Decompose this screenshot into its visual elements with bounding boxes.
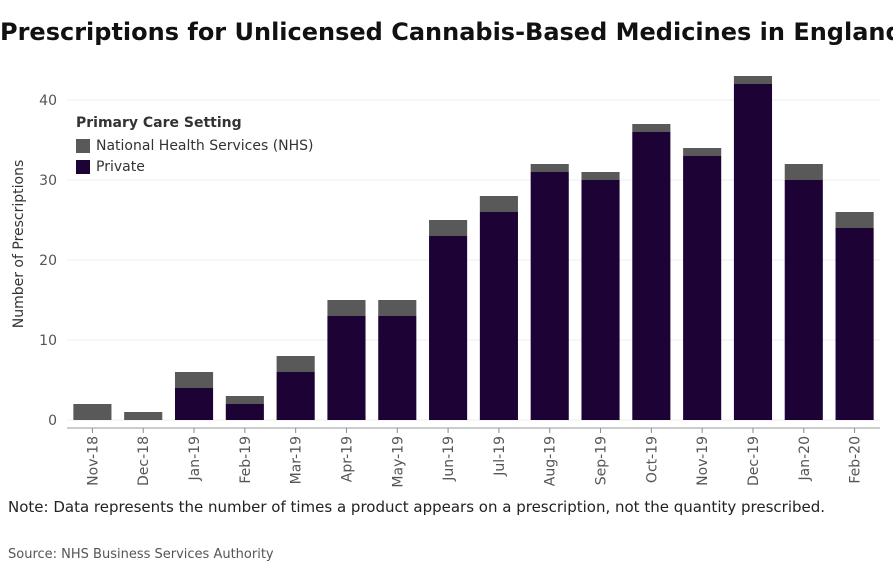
x-tick-label: Apr-19 (339, 436, 355, 482)
x-tick-label: Feb-19 (238, 436, 254, 484)
bar-nhs[interactable] (733, 76, 773, 84)
bar-nhs[interactable] (124, 412, 163, 420)
legend: Primary Care Setting National Health Ser… (76, 115, 314, 177)
bar-nhs[interactable] (581, 172, 620, 180)
bar-private[interactable] (632, 132, 671, 420)
x-tick-label: May-19 (390, 436, 406, 488)
x-tick-label: Jun-19 (441, 436, 457, 482)
x-tick-label: Sep-19 (594, 436, 610, 485)
legend-swatch-private (76, 159, 90, 174)
bar-nhs[interactable] (378, 300, 417, 316)
x-tick-label: Oct-19 (644, 436, 660, 483)
legend-label-private: Private (96, 158, 145, 175)
bar-nhs[interactable] (327, 300, 366, 316)
y-tick-label: 30 (39, 173, 57, 189)
x-tick-label: Aug-19 (543, 436, 559, 486)
bar-nhs[interactable] (632, 124, 671, 132)
bar-private[interactable] (378, 316, 417, 420)
x-tick-label: Nov-19 (695, 436, 711, 486)
x-tick-label: Dec-18 (136, 436, 152, 486)
y-tick-label: 10 (39, 333, 57, 349)
bar-private[interactable] (225, 404, 264, 420)
x-tick-label: Jan-19 (187, 436, 203, 481)
x-tick-label: Feb-20 (848, 436, 864, 484)
y-tick-label: 40 (39, 93, 57, 109)
x-tick-label: Jan-20 (797, 436, 813, 481)
legend-item-private[interactable]: Private (76, 156, 314, 177)
bar-nhs[interactable] (276, 356, 315, 372)
legend-label-nhs: National Health Services (NHS) (96, 137, 314, 154)
bar-nhs[interactable] (225, 396, 264, 404)
footnote: Note: Data represents the number of time… (8, 498, 826, 516)
y-tick-label: 0 (48, 413, 57, 429)
bar-nhs[interactable] (835, 212, 874, 228)
x-tick-label: Mar-19 (289, 436, 305, 484)
bar-private[interactable] (174, 388, 214, 420)
x-tick-label: Dec-19 (746, 436, 762, 486)
legend-swatch-nhs (76, 138, 90, 153)
bar-nhs[interactable] (530, 164, 569, 172)
bar-nhs[interactable] (73, 404, 112, 420)
bar-private[interactable] (683, 156, 722, 420)
y-axis-label: Number of Prescriptions (11, 160, 27, 329)
bar-private[interactable] (327, 316, 366, 420)
legend-item-nhs[interactable]: National Health Services (NHS) (76, 135, 314, 156)
bar-private[interactable] (276, 372, 315, 420)
bar-private[interactable] (530, 172, 569, 420)
bar-private[interactable] (784, 180, 823, 420)
bar-nhs[interactable] (784, 164, 823, 180)
bar-nhs[interactable] (429, 220, 468, 236)
bar-nhs[interactable] (174, 372, 214, 388)
bar-private[interactable] (733, 84, 773, 420)
bar-private[interactable] (429, 236, 468, 420)
legend-title: Primary Care Setting (76, 115, 242, 131)
chart-title: Prescriptions for Unlicensed Cannabis-Ba… (0, 18, 893, 46)
x-tick-label: Jul-19 (492, 436, 508, 477)
source-note: Source: NHS Business Services Authority (8, 547, 274, 562)
bar-private[interactable] (479, 212, 518, 420)
x-tick-label: Nov-18 (85, 436, 101, 486)
bar-private[interactable] (835, 228, 874, 420)
bar-private[interactable] (581, 180, 620, 420)
bar-nhs[interactable] (479, 196, 518, 212)
y-tick-label: 20 (39, 253, 57, 269)
bar-nhs[interactable] (683, 148, 722, 156)
